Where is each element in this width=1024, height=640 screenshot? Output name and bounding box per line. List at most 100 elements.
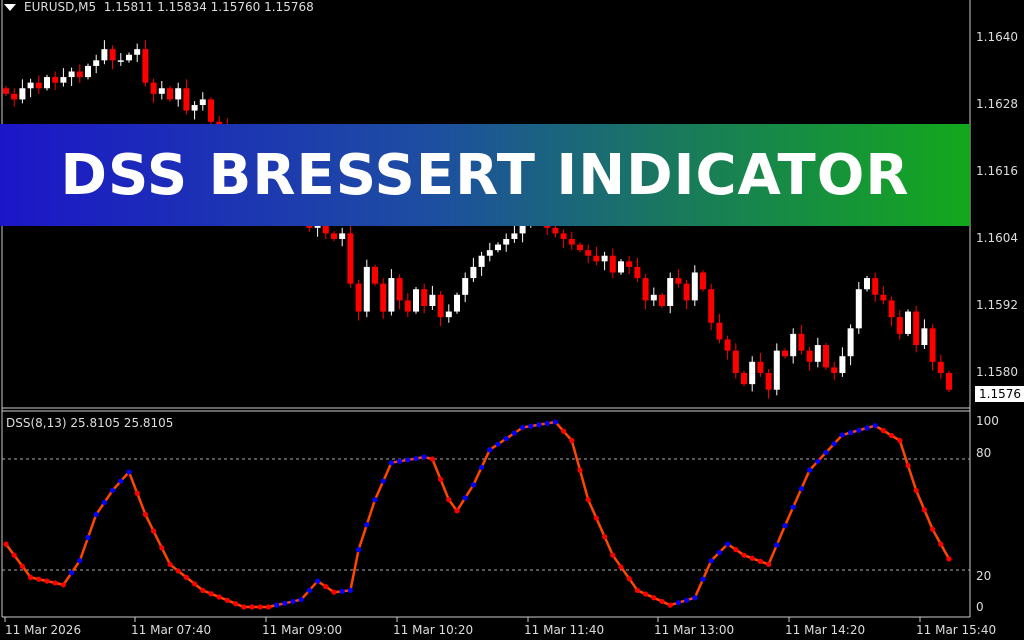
current-price-label: 1.1576 <box>975 386 1024 402</box>
dss-point <box>290 598 296 605</box>
candle-body <box>896 317 903 334</box>
time-tick: 11 Mar 15:40 <box>916 623 997 637</box>
candle-body <box>167 88 173 100</box>
dss-point <box>520 424 526 431</box>
dss-point <box>421 454 427 460</box>
dss-point <box>208 591 214 597</box>
time-tick: 11 Mar 11:40 <box>524 623 605 637</box>
candle-body <box>872 278 879 295</box>
price-tick: 1.1628 <box>976 97 1018 111</box>
candle-body <box>191 104 198 111</box>
dss-point <box>930 526 936 532</box>
dss-point <box>462 495 468 501</box>
dss-point <box>823 449 829 456</box>
candle-body <box>27 82 34 89</box>
dss-point <box>60 582 66 588</box>
candles <box>3 40 952 399</box>
dss-point <box>634 587 641 593</box>
candle-body <box>158 88 165 94</box>
candle-body <box>864 278 870 290</box>
candle-body <box>790 333 797 357</box>
dss-point <box>167 561 173 568</box>
dss-point <box>569 437 575 444</box>
candle-body <box>35 82 42 89</box>
time-tick: 11 Mar 10:20 <box>393 623 474 637</box>
dss-tick: 20 <box>976 569 992 583</box>
candle-body <box>577 244 583 251</box>
axis-ticks <box>4 617 921 622</box>
candle-body <box>798 333 805 351</box>
dss-point <box>905 462 911 469</box>
candle-body <box>888 300 895 318</box>
indicator-label: DSS(8,13) 25.8105 25.8105 <box>6 416 174 430</box>
dss-point <box>675 600 682 606</box>
dss-point <box>856 427 862 433</box>
candle-body <box>839 356 846 373</box>
dss-point <box>175 568 181 574</box>
candle-body <box>503 238 510 245</box>
candle-body <box>429 294 436 306</box>
dss-point <box>643 591 649 597</box>
banner-title: DSS BRESSERT INDICATOR <box>60 142 910 208</box>
candle-body <box>363 266 370 312</box>
dss-point <box>528 423 534 429</box>
dss-point <box>315 578 321 584</box>
collapse-triangle-icon[interactable] <box>4 4 16 11</box>
candle-body <box>700 272 706 290</box>
dss-point <box>848 430 854 436</box>
dss-point <box>192 581 198 587</box>
candle-body <box>388 278 395 312</box>
candle-body <box>331 233 337 239</box>
candle-body <box>52 77 59 83</box>
dss-point <box>889 432 895 439</box>
candle-body <box>626 261 633 267</box>
dss-point <box>790 504 796 510</box>
candle-body <box>470 266 477 279</box>
dss-point <box>798 486 805 492</box>
dss-point <box>807 467 813 473</box>
dss-point <box>766 561 772 568</box>
candle-body <box>478 255 485 267</box>
dss-point <box>503 436 509 442</box>
dss-point <box>331 589 337 595</box>
dss-point <box>134 490 140 496</box>
dss-point <box>429 456 435 462</box>
dss-point <box>667 602 673 608</box>
candle-body <box>380 283 387 312</box>
candle-body <box>905 311 911 334</box>
time-tick: 11 Mar 13:00 <box>654 623 735 637</box>
dss-point <box>183 574 189 581</box>
price-tick: 1.1616 <box>976 164 1018 178</box>
candle-body <box>101 49 108 61</box>
dss-point <box>536 422 542 428</box>
dss-point <box>938 541 944 547</box>
dss-point <box>36 576 42 582</box>
candle-body <box>601 255 608 262</box>
price-tick: 1.1604 <box>976 231 1018 245</box>
candle-body <box>511 233 518 239</box>
dss-point <box>249 604 255 610</box>
candle-body <box>732 350 739 373</box>
candle-body <box>347 233 354 284</box>
candle-body <box>60 77 67 83</box>
candle-body <box>855 289 862 329</box>
candle-body <box>437 294 444 318</box>
candle-body <box>117 60 124 62</box>
candle-body <box>724 339 731 351</box>
candle-body <box>552 227 559 234</box>
dss-point <box>159 545 165 551</box>
price-tick: 1.1580 <box>976 365 1018 379</box>
dss-point <box>757 558 764 564</box>
candle-body <box>109 49 116 61</box>
candle-body <box>413 289 419 312</box>
dss-line <box>3 419 952 610</box>
dss-point <box>872 423 878 429</box>
dss-point <box>216 594 222 600</box>
dss-point <box>749 555 755 561</box>
candle-body <box>199 99 206 105</box>
dss-point <box>69 570 75 576</box>
dss-point <box>946 556 952 562</box>
candle-body <box>322 222 329 234</box>
dss-point <box>897 437 903 444</box>
